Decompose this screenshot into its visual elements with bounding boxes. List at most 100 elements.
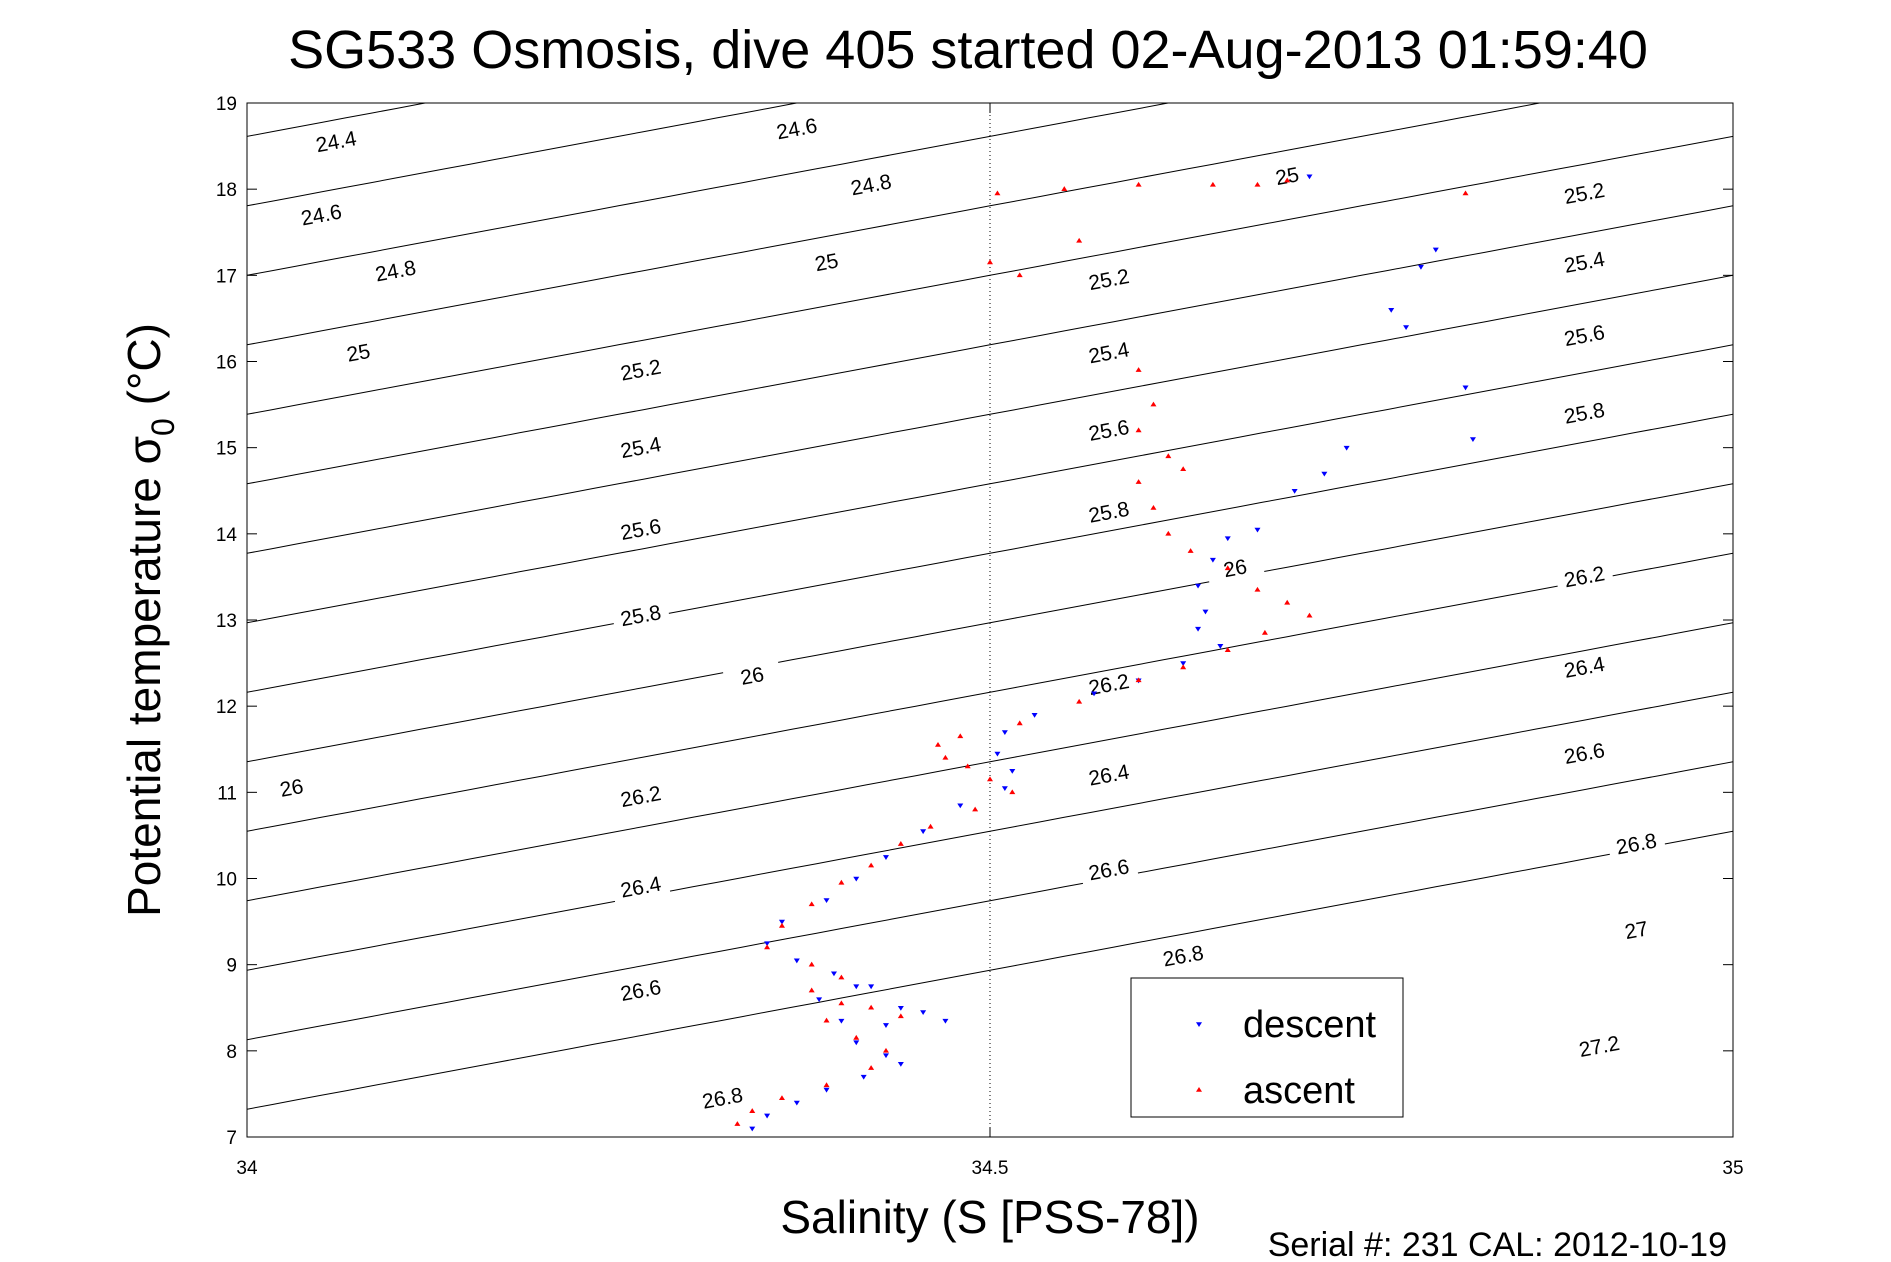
ascent-point <box>808 901 815 907</box>
contour-label-bg <box>766 110 827 145</box>
contour-label-bg <box>1257 158 1317 193</box>
ascent-point <box>1187 548 1194 553</box>
contour-label-bg <box>1554 244 1614 279</box>
contour-line <box>247 761 1733 1041</box>
series-descent <box>749 174 1476 1132</box>
contour-label-bg <box>610 869 671 904</box>
descent-point <box>1403 325 1410 331</box>
contour-label-bg <box>1554 558 1614 593</box>
y-axis-label: Potential temperature σ0 (°C) <box>118 323 181 917</box>
descent-point <box>1180 661 1187 667</box>
contour-label-bg <box>306 123 366 158</box>
ascent-point <box>838 879 845 885</box>
x-axis-label: Salinity (S [PSS-78]) <box>780 1191 1199 1243</box>
contour-label-bg <box>722 658 782 692</box>
y-axis-label-subscript: 0 <box>145 418 181 436</box>
ascent-point <box>1165 530 1172 536</box>
y-tick-label: 17 <box>216 266 237 287</box>
descent-point <box>778 919 785 925</box>
y-axis-ticks: 7 8 9 10 11 12 13 14 15 16 17 18 19 <box>216 94 1733 1149</box>
descent-point <box>1195 583 1202 589</box>
descent-point <box>749 1126 756 1132</box>
y-tick-label: 12 <box>216 697 237 718</box>
descent-point <box>882 855 889 860</box>
contour-line <box>247 274 1733 554</box>
descent-point <box>868 984 875 990</box>
ascent-point <box>838 1000 845 1006</box>
serial-calibration-footer: Serial #: 231 CAL: 2012-10-19 <box>1268 1226 1727 1262</box>
descent-point <box>853 876 860 882</box>
data-series <box>734 174 1476 1132</box>
ascent-point <box>1180 466 1187 472</box>
ascent-point <box>1150 401 1157 407</box>
ascent-point <box>808 961 815 967</box>
ascent-point <box>1061 186 1068 191</box>
descent-point <box>920 829 927 835</box>
contour-label: 27 <box>1623 917 1650 944</box>
contour-line <box>247 483 1733 763</box>
descent-point <box>1254 527 1261 533</box>
contour-label-bg <box>1078 494 1139 529</box>
y-tick-label: 9 <box>226 956 237 977</box>
ascent-point <box>764 944 771 950</box>
ascent-point <box>1135 427 1142 433</box>
descent-point <box>1091 691 1098 697</box>
y-tick-label: 14 <box>216 525 238 546</box>
descent-point <box>920 1010 927 1016</box>
descent-point <box>1462 385 1469 391</box>
contour-label-bg <box>610 429 671 464</box>
ascent-point <box>823 1082 830 1088</box>
contour-label-bg <box>365 253 426 287</box>
contour-labels: 24.4 24.624.624.824.825252525.225.225.225… <box>261 110 1666 1115</box>
ascent-point <box>1224 565 1231 571</box>
ascent-point <box>897 1013 904 1019</box>
x-axis-ticks: 34 34.5 35 <box>236 103 1744 1179</box>
ascent-point <box>1135 181 1142 187</box>
ascent-point <box>778 1095 785 1101</box>
descent-point <box>838 1018 845 1024</box>
contour-label-bg <box>1554 395 1614 430</box>
contour-label: 26 <box>278 775 305 802</box>
descent-point <box>1001 730 1008 736</box>
ascent-point <box>957 733 964 739</box>
contour-label: 25 <box>345 340 372 367</box>
ascent-point <box>1180 664 1187 670</box>
series-ascent <box>734 177 1469 1126</box>
y-tick-label: 19 <box>216 94 237 115</box>
descent-point <box>830 971 837 977</box>
ascent-point <box>1462 190 1469 196</box>
descent-point <box>897 1005 904 1011</box>
ascent-point <box>987 776 993 782</box>
descent-point <box>882 1023 889 1028</box>
y-tick-label: 7 <box>226 1128 237 1149</box>
contour-label-bg <box>610 511 671 546</box>
descent-point <box>1195 626 1202 632</box>
ascent-point <box>882 1047 889 1053</box>
contour-line <box>247 103 800 207</box>
ascent-point <box>749 1108 756 1113</box>
ascent-point <box>1135 367 1142 372</box>
ascent-point <box>1306 612 1313 618</box>
contour-label-bg <box>1569 1028 1629 1063</box>
contour-label-bg <box>1078 412 1139 447</box>
contour-label: 26 <box>739 663 766 690</box>
ascent-point <box>1016 720 1023 726</box>
y-tick-label: 8 <box>226 1042 237 1063</box>
ascent-point <box>972 806 979 812</box>
descent-point <box>1432 247 1439 253</box>
contour-label: 25 <box>813 249 840 276</box>
descent-point <box>897 1061 904 1067</box>
descent-point <box>1388 308 1395 313</box>
ascent-point <box>1284 599 1291 605</box>
chart-title: SG533 Osmosis, dive 405 started 02-Aug-2… <box>288 20 1648 80</box>
descent-point <box>793 1100 800 1106</box>
ascent-point <box>868 862 875 868</box>
ascent-point <box>1009 789 1016 795</box>
contour-label-bg <box>1606 826 1666 860</box>
contour-line <box>247 103 1543 346</box>
ascent-point <box>964 763 971 769</box>
descent-point <box>1031 712 1038 718</box>
ascent-point <box>987 259 993 265</box>
y-axis-label-unit: (°C) <box>118 323 170 418</box>
